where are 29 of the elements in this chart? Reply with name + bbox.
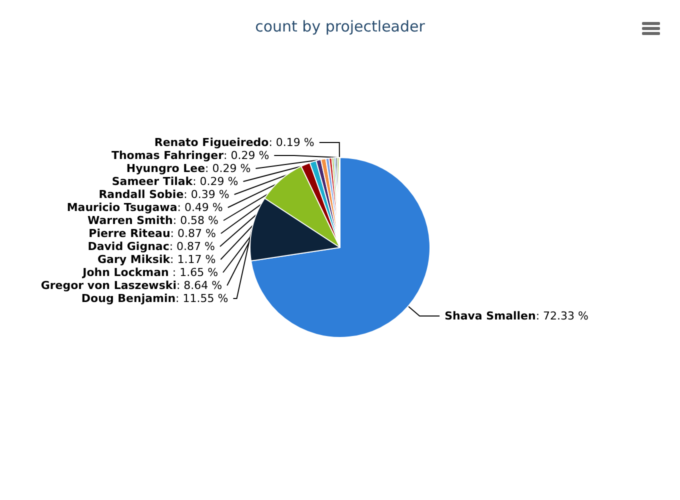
data-label: : 8.64 % xyxy=(176,279,222,292)
data-label: : 0.29 % xyxy=(223,149,270,162)
data-label: : 11.55 % xyxy=(176,292,228,305)
data-label: : 72.33 % xyxy=(536,309,588,322)
slice-label: Thomas Fahringer xyxy=(111,149,224,162)
data-label: : 0.87 % xyxy=(169,240,216,253)
slice-label: David Gignac xyxy=(88,240,170,253)
data-label: : 0.39 % xyxy=(184,188,230,201)
data-label: : 0.49 % xyxy=(177,201,223,214)
data-label: : 1.17 % xyxy=(170,253,216,266)
slice-label: Sameer Tilak xyxy=(112,175,194,188)
data-label: : 1.65 % xyxy=(168,266,218,279)
slice-label: Randall Sobie xyxy=(98,188,184,201)
chart-title: count by projectleader xyxy=(255,18,426,36)
slice-label: Renato Figueiredo xyxy=(154,136,270,149)
slice-label: John Lockman xyxy=(82,266,169,279)
slice-label: Warren Smith xyxy=(87,214,173,227)
slice-label: Hyungro Lee xyxy=(126,162,206,175)
data-label: : 0.29 % xyxy=(192,175,238,188)
slice-label: Doug Benjamin xyxy=(81,292,176,305)
data-label: : 0.87 % xyxy=(170,227,216,240)
slice-label: Shava Smallen xyxy=(444,309,536,322)
slice-label: Gregor von Laszewski xyxy=(40,279,176,292)
data-label: : 0.58 % xyxy=(172,214,219,227)
data-label: : 0.29 % xyxy=(205,162,251,175)
slice-label: Gary Miksik xyxy=(98,253,171,266)
slice-label: Mauricio Tsugawa xyxy=(66,201,178,214)
data-label: : 0.19 % xyxy=(268,136,314,149)
slice-label: Pierre Riteau xyxy=(88,227,170,240)
